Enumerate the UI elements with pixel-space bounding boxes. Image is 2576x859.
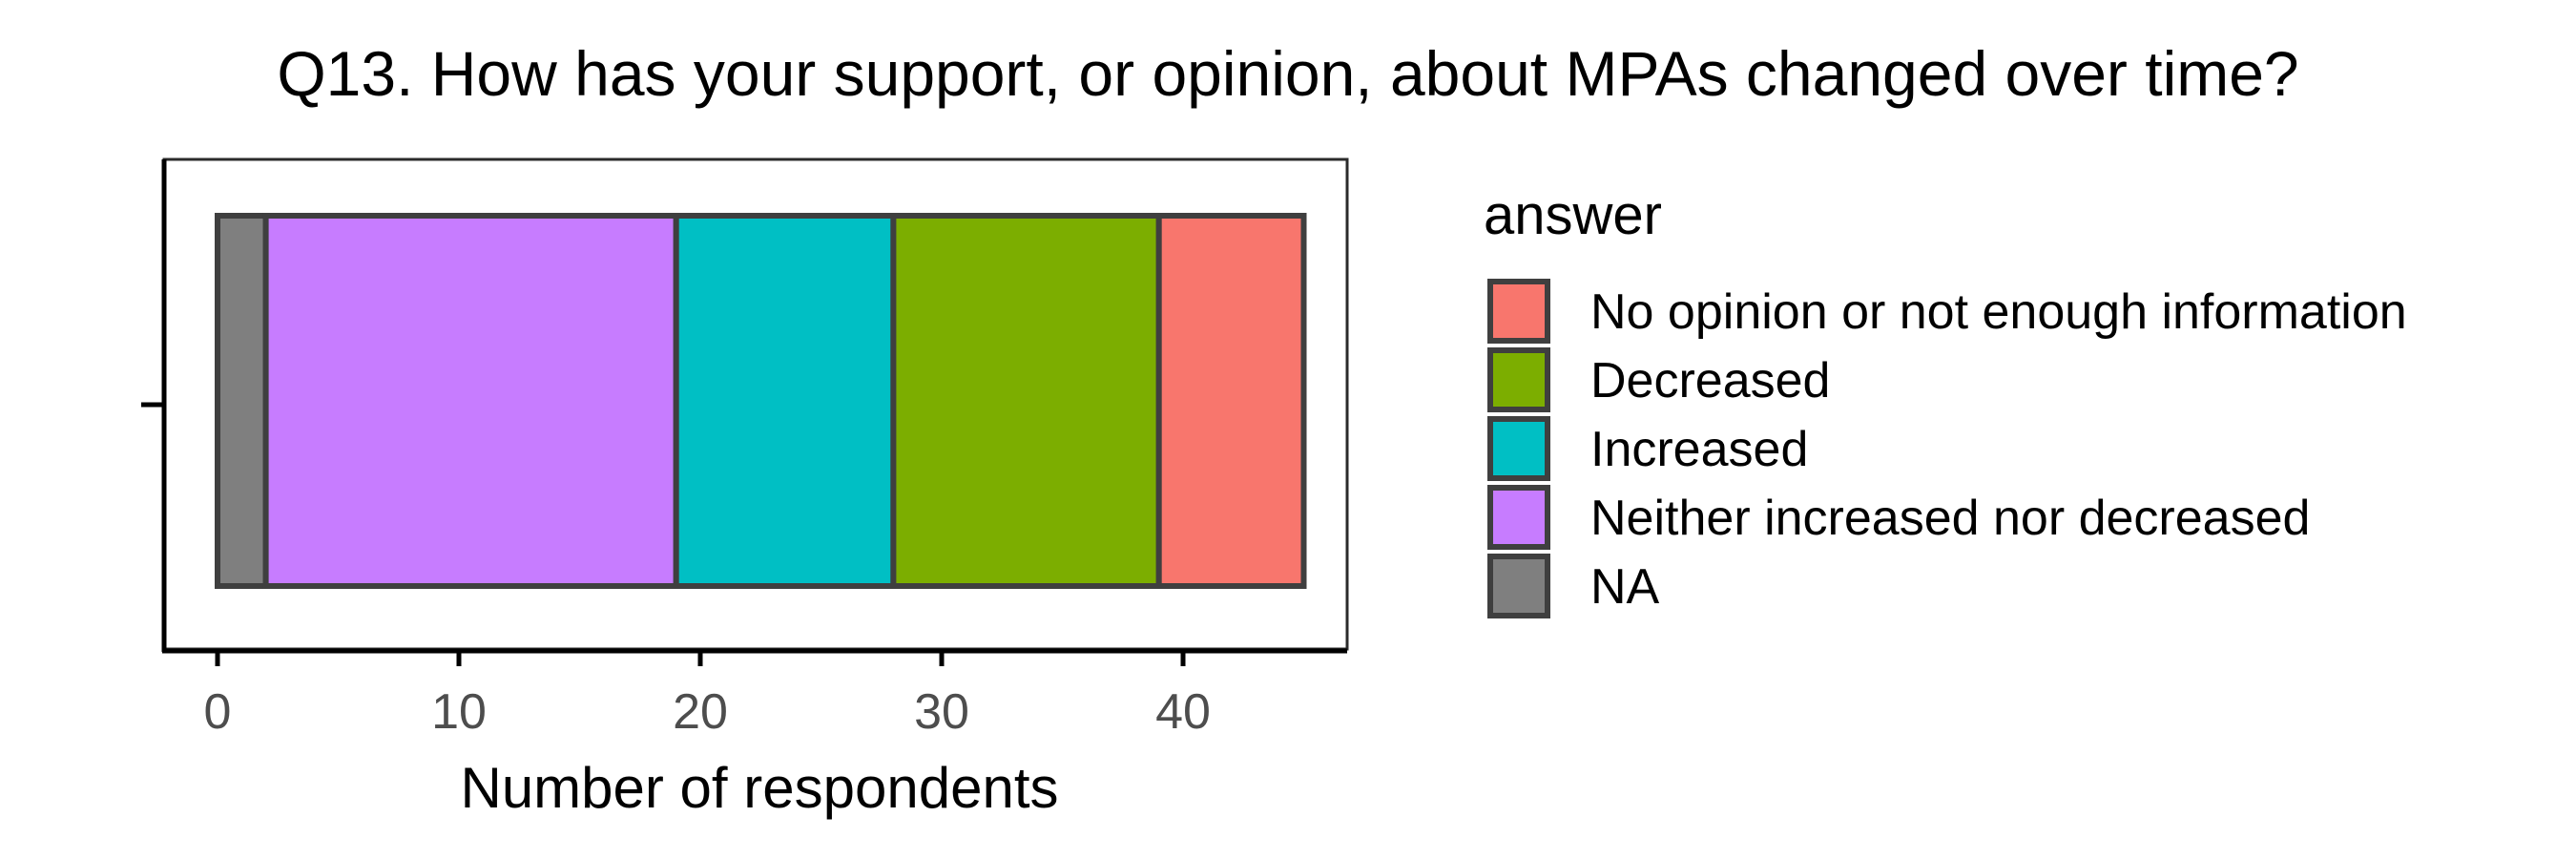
legend-label: NA	[1590, 559, 1660, 615]
bar-segment-decreased	[890, 213, 1162, 589]
bar-segment-na	[215, 213, 269, 589]
bar-segment-increased	[673, 213, 897, 589]
x-ticks-layer: 0 10 20 30 40	[204, 651, 1211, 740]
legend-label: Decreased	[1590, 353, 1830, 409]
legend-key	[1487, 554, 1550, 618]
x-tick-label: 30	[914, 684, 969, 740]
legend-label: No opinion or not enough information	[1590, 284, 2407, 340]
x-tick-label: 0	[204, 684, 232, 740]
x-axis-title: Number of respondents	[460, 756, 1058, 820]
bar-segment-neither-increased-nor-decreased	[262, 213, 679, 589]
legend-label: Increased	[1590, 422, 1808, 477]
legend: No opinion or not enough information Decr…	[1487, 279, 2407, 618]
x-tick-label: 10	[431, 684, 487, 740]
legend-label: Neither increased nor decreased	[1590, 491, 2310, 546]
legend-key	[1487, 416, 1550, 481]
x-tick-label: 40	[1155, 684, 1211, 740]
legend-title: answer	[1484, 184, 1662, 246]
chart-title: Q13. How has your support, or opinion, a…	[277, 38, 2298, 109]
bar-segment-no-opinion-or-not-enough-information	[1155, 213, 1307, 589]
legend-key	[1487, 279, 1550, 344]
x-tick-label: 20	[673, 684, 728, 740]
legend-key	[1487, 347, 1550, 412]
legend-key	[1487, 485, 1550, 550]
bars-layer	[215, 213, 1307, 589]
